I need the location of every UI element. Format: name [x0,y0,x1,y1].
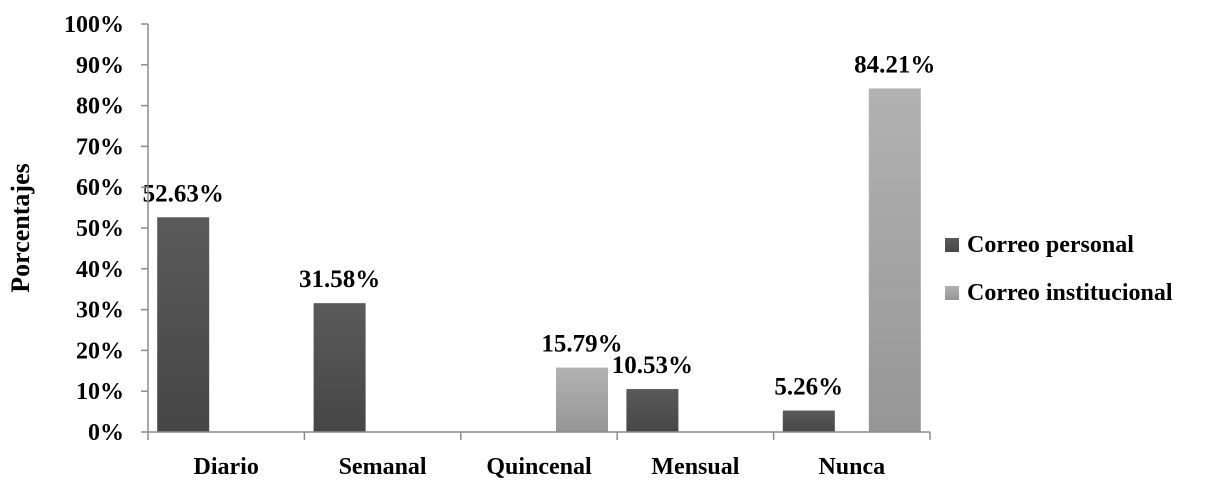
y-tick-label: 50% [76,216,124,242]
axes [141,23,931,440]
bar-correo-personal [782,410,835,432]
data-label: 15.79% [541,331,622,358]
data-labels: 52.63% 31.58% 10.53% 5.26% 15.79% 84.21% [143,51,936,400]
data-label: 31.58% [299,266,380,293]
data-label: 52.63% [143,180,224,207]
y-tick-label: 30% [76,298,124,324]
bar-correo-personal [157,217,210,432]
data-label: 10.53% [612,352,693,379]
y-axis-title: Porcentajes [6,163,35,292]
legend-label: Correo institucional [967,280,1173,306]
bar-correo-personal [626,389,679,432]
bars [157,88,921,432]
legend-swatch [945,286,959,300]
legend: Correo personal Correo institucional [945,232,1173,306]
y-axis-ticks: 0% 10% 20% 30% 40% 50% 60% 70% 80% 90% 100% [64,12,124,446]
x-category-label: Quincenal [486,454,592,480]
y-tick-label: 70% [76,134,124,160]
bar-correo-institucional [556,367,608,432]
y-tick-label: 10% [76,379,124,405]
x-category-label: Nunca [818,454,885,480]
legend-swatch [945,238,959,252]
y-tick-label: 40% [76,257,124,283]
x-category-label: Semanal [339,454,427,480]
y-tick-label: 0% [88,420,124,446]
legend-label: Correo personal [967,232,1134,258]
x-category-label: Mensual [651,454,739,480]
bar-correo-institucional [868,88,921,432]
x-category-label: Diario [194,454,259,480]
data-label: 5.26% [774,374,843,401]
y-tick-label: 90% [76,53,124,79]
y-tick-label: 20% [76,338,124,364]
y-tick-label: 60% [76,175,124,201]
data-label: 84.21% [854,51,935,78]
bar-correo-personal [313,303,366,432]
x-axis-category-labels: Diario Semanal Quincenal Mensual Nunca [194,454,886,480]
y-tick-label: 80% [76,94,124,120]
y-tick-label: 100% [64,12,124,38]
